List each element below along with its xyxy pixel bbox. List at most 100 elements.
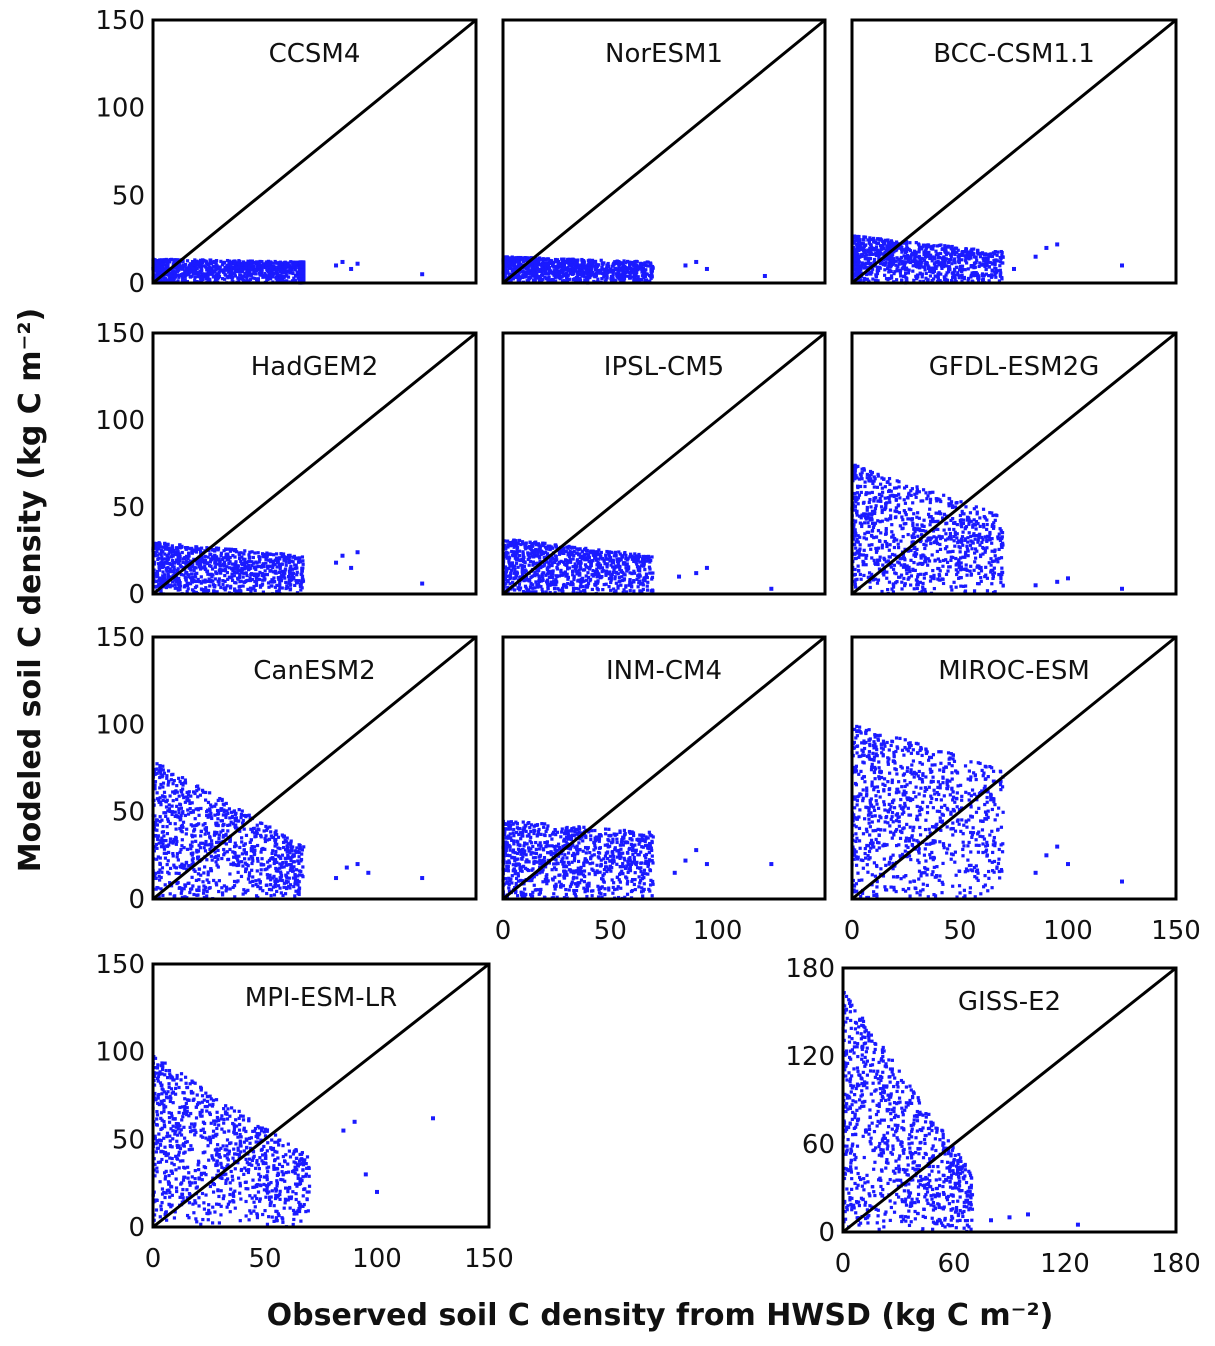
data-point (859, 267, 863, 272)
data-point (215, 590, 219, 594)
data-point (287, 559, 291, 563)
data-point (650, 577, 654, 581)
data-point (252, 586, 256, 590)
data-point (186, 587, 190, 591)
data-point (892, 272, 896, 276)
data-point (990, 273, 994, 277)
data-point (238, 580, 242, 584)
data-point (911, 269, 915, 273)
data-point (190, 546, 194, 550)
data-point (932, 244, 936, 248)
data-point (966, 276, 971, 281)
data-point (944, 277, 948, 281)
data-point (868, 246, 872, 250)
data-point (869, 252, 874, 256)
y-tick-label: 150 (95, 6, 145, 36)
data-point (883, 268, 887, 272)
data-point (853, 235, 858, 240)
data-point (595, 563, 599, 567)
data-point (245, 573, 249, 578)
data-point (628, 588, 632, 593)
data-point (197, 547, 202, 551)
data-point (924, 246, 928, 250)
data-point (205, 546, 209, 550)
data-point (257, 265, 261, 269)
data-point (297, 558, 301, 562)
data-point (883, 251, 887, 255)
data-point (288, 271, 292, 275)
data-point (504, 263, 508, 267)
data-point (531, 268, 535, 272)
data-point (214, 558, 218, 562)
data-point (969, 249, 974, 254)
data-point (974, 273, 978, 278)
data-point (599, 268, 603, 272)
data-point (615, 273, 619, 278)
data-point (894, 259, 898, 263)
data-point (160, 279, 164, 283)
data-point (242, 552, 246, 556)
data-point (853, 251, 857, 256)
data-point (240, 555, 244, 559)
data-point (956, 255, 960, 259)
data-point (257, 555, 261, 559)
data-point (554, 554, 558, 559)
data-point (578, 560, 583, 564)
data-point (587, 262, 591, 267)
data-point (231, 566, 235, 570)
data-point (596, 277, 600, 281)
data-point (284, 271, 288, 275)
data-point (899, 268, 903, 272)
data-point (528, 276, 532, 280)
data-point (881, 252, 885, 256)
data-point (917, 248, 921, 252)
data-point (156, 544, 160, 548)
data-point (241, 278, 246, 283)
data-point (998, 268, 1002, 272)
data-point (177, 579, 181, 583)
data-point (886, 278, 890, 282)
data-point (166, 584, 171, 588)
data-point (946, 267, 951, 271)
data-point (513, 275, 517, 279)
data-point (537, 258, 541, 263)
data-point (279, 276, 283, 281)
data-point (275, 583, 279, 588)
data-point (233, 555, 237, 559)
data-point (218, 561, 222, 565)
data-point (238, 588, 242, 592)
outlier-point (1033, 254, 1038, 259)
data-point (605, 276, 609, 280)
data-point (966, 252, 970, 256)
data-point (650, 274, 654, 278)
data-point (173, 273, 177, 277)
data-point (172, 548, 176, 553)
data-point (569, 258, 573, 262)
data-point (295, 271, 299, 275)
data-point (612, 587, 616, 591)
data-point (953, 257, 957, 261)
data-point (990, 268, 994, 272)
data-point (874, 240, 878, 244)
data-point (246, 272, 250, 276)
data-point (921, 245, 925, 249)
data-point (508, 257, 512, 261)
data-point (557, 574, 561, 578)
data-point (280, 562, 284, 566)
data-point (504, 272, 508, 276)
data-point (592, 572, 596, 577)
data-point (258, 585, 263, 589)
y-tick-label: 100 (95, 406, 145, 436)
data-point (619, 275, 623, 279)
data-point (264, 557, 268, 561)
data-point (517, 549, 522, 553)
data-point (853, 257, 857, 262)
data-point (859, 265, 864, 269)
data-point (877, 249, 882, 253)
data-point (949, 247, 953, 251)
data-point (265, 268, 269, 272)
data-point (564, 275, 568, 279)
data-point (545, 572, 550, 576)
data-point (887, 241, 891, 245)
data-point (920, 275, 924, 279)
